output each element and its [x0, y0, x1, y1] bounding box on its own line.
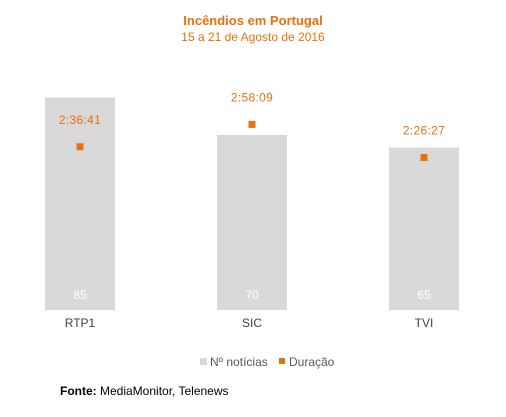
bar-sic [217, 135, 287, 310]
bar-value-label-rtp1: 85 [73, 288, 87, 302]
duration-marker-sic [248, 120, 256, 128]
duration-label-sic: 2:58:09 [231, 90, 273, 104]
category-label-rtp1: RTP1 [65, 316, 96, 330]
legend-label-bar: Nº notícias [210, 355, 268, 369]
legend: Nº notícias Duração [200, 355, 335, 369]
bar-value-label-tvi: 65 [417, 288, 431, 302]
duration-label-rtp1: 2:36:41 [59, 113, 101, 127]
legend-swatch-marker [279, 358, 285, 364]
category-label-tvi: TVI [415, 316, 434, 330]
chart-subtitle: 15 a 21 de Agosto de 2016 [181, 30, 325, 44]
duration-marker-rtp1 [76, 143, 84, 151]
source-text: MediaMonitor, Telenews [100, 384, 229, 398]
category-label-sic: SIC [242, 316, 262, 330]
legend-label-marker: Duração [289, 355, 335, 369]
bar-tvi [389, 147, 459, 310]
duration-label-tvi: 2:26:27 [403, 123, 445, 137]
bar-value-label-sic: 70 [245, 288, 259, 302]
chart-title: Incêndios em Portugal [183, 13, 322, 28]
bar-rtp1 [45, 97, 115, 310]
legend-swatch-bar [200, 358, 207, 365]
source-note: Fonte: MediaMonitor, Telenews [60, 384, 229, 398]
duration-marker-tvi [420, 153, 428, 161]
source-label: Fonte: [60, 384, 97, 398]
plot-area: 85 RTP1 2:36:41 70 SIC 2:58:09 65 TVI 2:26:27 [45, 90, 459, 330]
